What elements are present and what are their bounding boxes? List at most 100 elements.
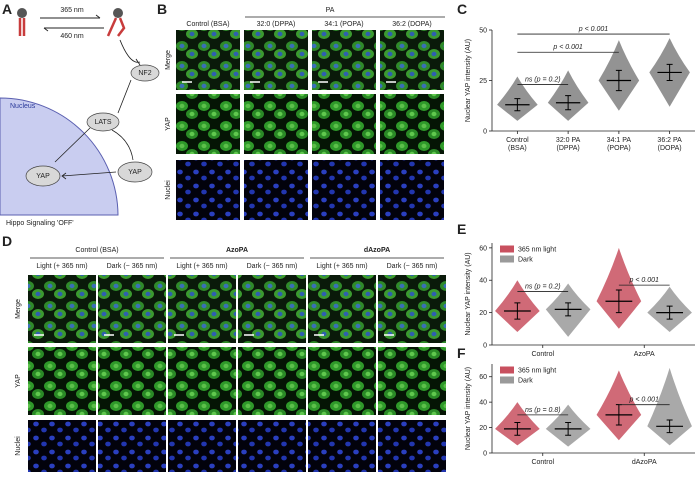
column-label: 36:2 (DOPA)	[392, 21, 432, 28]
x-tick-sublabel: (BSA)	[508, 145, 527, 152]
panel-d: Control (BSA) Light (+ 365 nm) Dark (− 365…	[15, 247, 446, 472]
node	[25, 165, 61, 187]
y-tick-label: 0	[483, 343, 487, 350]
micrograph	[28, 347, 96, 415]
micrograph	[312, 94, 376, 154]
panel-label: A	[2, 1, 12, 17]
micrograph	[380, 160, 444, 220]
bracket-label: ns (p = 0.2)	[525, 284, 561, 291]
y-tick-label: 60	[479, 245, 487, 252]
bracket-label: p < 0.001	[578, 26, 608, 33]
group-label: PA	[326, 7, 335, 14]
x-tick-label: 36:2 PA	[657, 137, 682, 144]
y-axis-label: Nuclear YAP intensity (AU)	[465, 252, 472, 335]
micrograph	[244, 94, 308, 154]
y-tick-label: 0	[483, 129, 487, 136]
y-axis-label: Nuclear YAP intensity (AU)	[465, 367, 472, 450]
condition-label: Light (+ 365 nm)	[36, 263, 87, 270]
y-tick-label: 40	[479, 278, 487, 285]
panel-label: D	[2, 233, 12, 249]
condition-label: Light (+ 365 nm)	[316, 263, 367, 270]
x-tick-sublabel: (POPA)	[607, 145, 631, 152]
group-label: dAzoPA	[364, 247, 390, 254]
y-tick-label: 60	[479, 374, 487, 381]
swarm	[647, 367, 692, 446]
group-label: Control (BSA)	[75, 247, 118, 254]
y-tick-label: 20	[479, 425, 487, 432]
arrows	[40, 14, 104, 32]
micrograph	[176, 160, 240, 220]
label: 365 nm	[60, 7, 84, 14]
panel-label: B	[157, 1, 167, 17]
label: 460 nm	[60, 33, 84, 40]
row-label: Nuclei	[15, 436, 22, 456]
legend-label: Dark	[518, 378, 533, 385]
micrograph	[98, 275, 166, 343]
node-label: NF2	[138, 70, 151, 77]
x-tick-label: Control	[531, 351, 554, 358]
bracket-label: ns (p = 0.8)	[525, 407, 561, 414]
panel-label: F	[457, 345, 466, 361]
micrograph	[244, 30, 308, 90]
micrograph	[28, 275, 96, 343]
column-label: 34:1 (POPA)	[324, 21, 363, 28]
y-tick-label: 0	[483, 451, 487, 458]
y-tick-label: 25	[479, 78, 487, 85]
micrograph	[312, 30, 376, 90]
node-label: LATS	[95, 119, 112, 126]
row-label: Merge	[165, 50, 172, 70]
group-label: AzoPA	[226, 247, 248, 254]
molecule-head	[17, 8, 27, 18]
row-label: YAP	[15, 374, 22, 388]
panel-label: C	[457, 1, 467, 17]
nucleus	[0, 97, 119, 216]
column-label: 32:0 (DPPA)	[257, 21, 296, 28]
micrograph	[308, 420, 376, 472]
node	[117, 161, 153, 183]
legend-label: Dark	[518, 257, 533, 264]
edges	[54, 79, 134, 180]
legend-swatch	[500, 366, 514, 374]
x-tick-sublabel: (DPPA)	[557, 145, 580, 152]
micrograph	[378, 420, 446, 472]
column-label: Control (BSA)	[186, 21, 229, 28]
inhibition	[119, 39, 141, 66]
micrograph	[238, 347, 306, 415]
condition-label: Dark (− 365 nm)	[247, 263, 298, 270]
micrograph	[98, 347, 166, 415]
y-axis-label: Nuclear YAP intensity (AU)	[465, 39, 472, 122]
micrograph	[168, 275, 236, 343]
x-tick-label: dAzoPA	[632, 459, 657, 466]
micrograph	[238, 275, 306, 343]
x-tick-label: AzoPA	[634, 351, 655, 358]
micrograph	[378, 347, 446, 415]
node	[130, 64, 160, 82]
row-label: Merge	[15, 299, 22, 319]
micrograph	[380, 30, 444, 90]
bracket-label: p < 0.001	[629, 277, 659, 284]
micrograph	[98, 420, 166, 472]
micrograph	[238, 420, 306, 472]
condition-label: Dark (− 365 nm)	[107, 263, 158, 270]
molecule-tail	[18, 18, 26, 36]
bracket-label: ns (p = 0.2)	[525, 77, 561, 84]
micrograph	[308, 347, 376, 415]
bracket-label: p < 0.001	[552, 44, 582, 51]
x-tick-label: 34:1 PA	[607, 137, 632, 144]
x-tick-label: 32:0 PA	[556, 137, 581, 144]
x-tick-label: Control	[506, 137, 529, 144]
legend-label: 365 nm light	[518, 247, 556, 254]
molecule-tail	[106, 17, 126, 37]
x-tick-sublabel: (DOPA)	[658, 145, 682, 152]
x-tick-label: Control	[531, 459, 554, 466]
row-label: YAP	[165, 117, 172, 131]
legend-label: 365 nm light	[518, 368, 556, 375]
micrograph	[312, 160, 376, 220]
node-label: YAP	[36, 173, 50, 180]
caption: Hippo Signaling 'OFF'	[6, 220, 74, 227]
legend-swatch	[500, 255, 514, 263]
micrograph	[378, 275, 446, 343]
micrograph	[168, 347, 236, 415]
y-tick-label: 20	[479, 310, 487, 317]
